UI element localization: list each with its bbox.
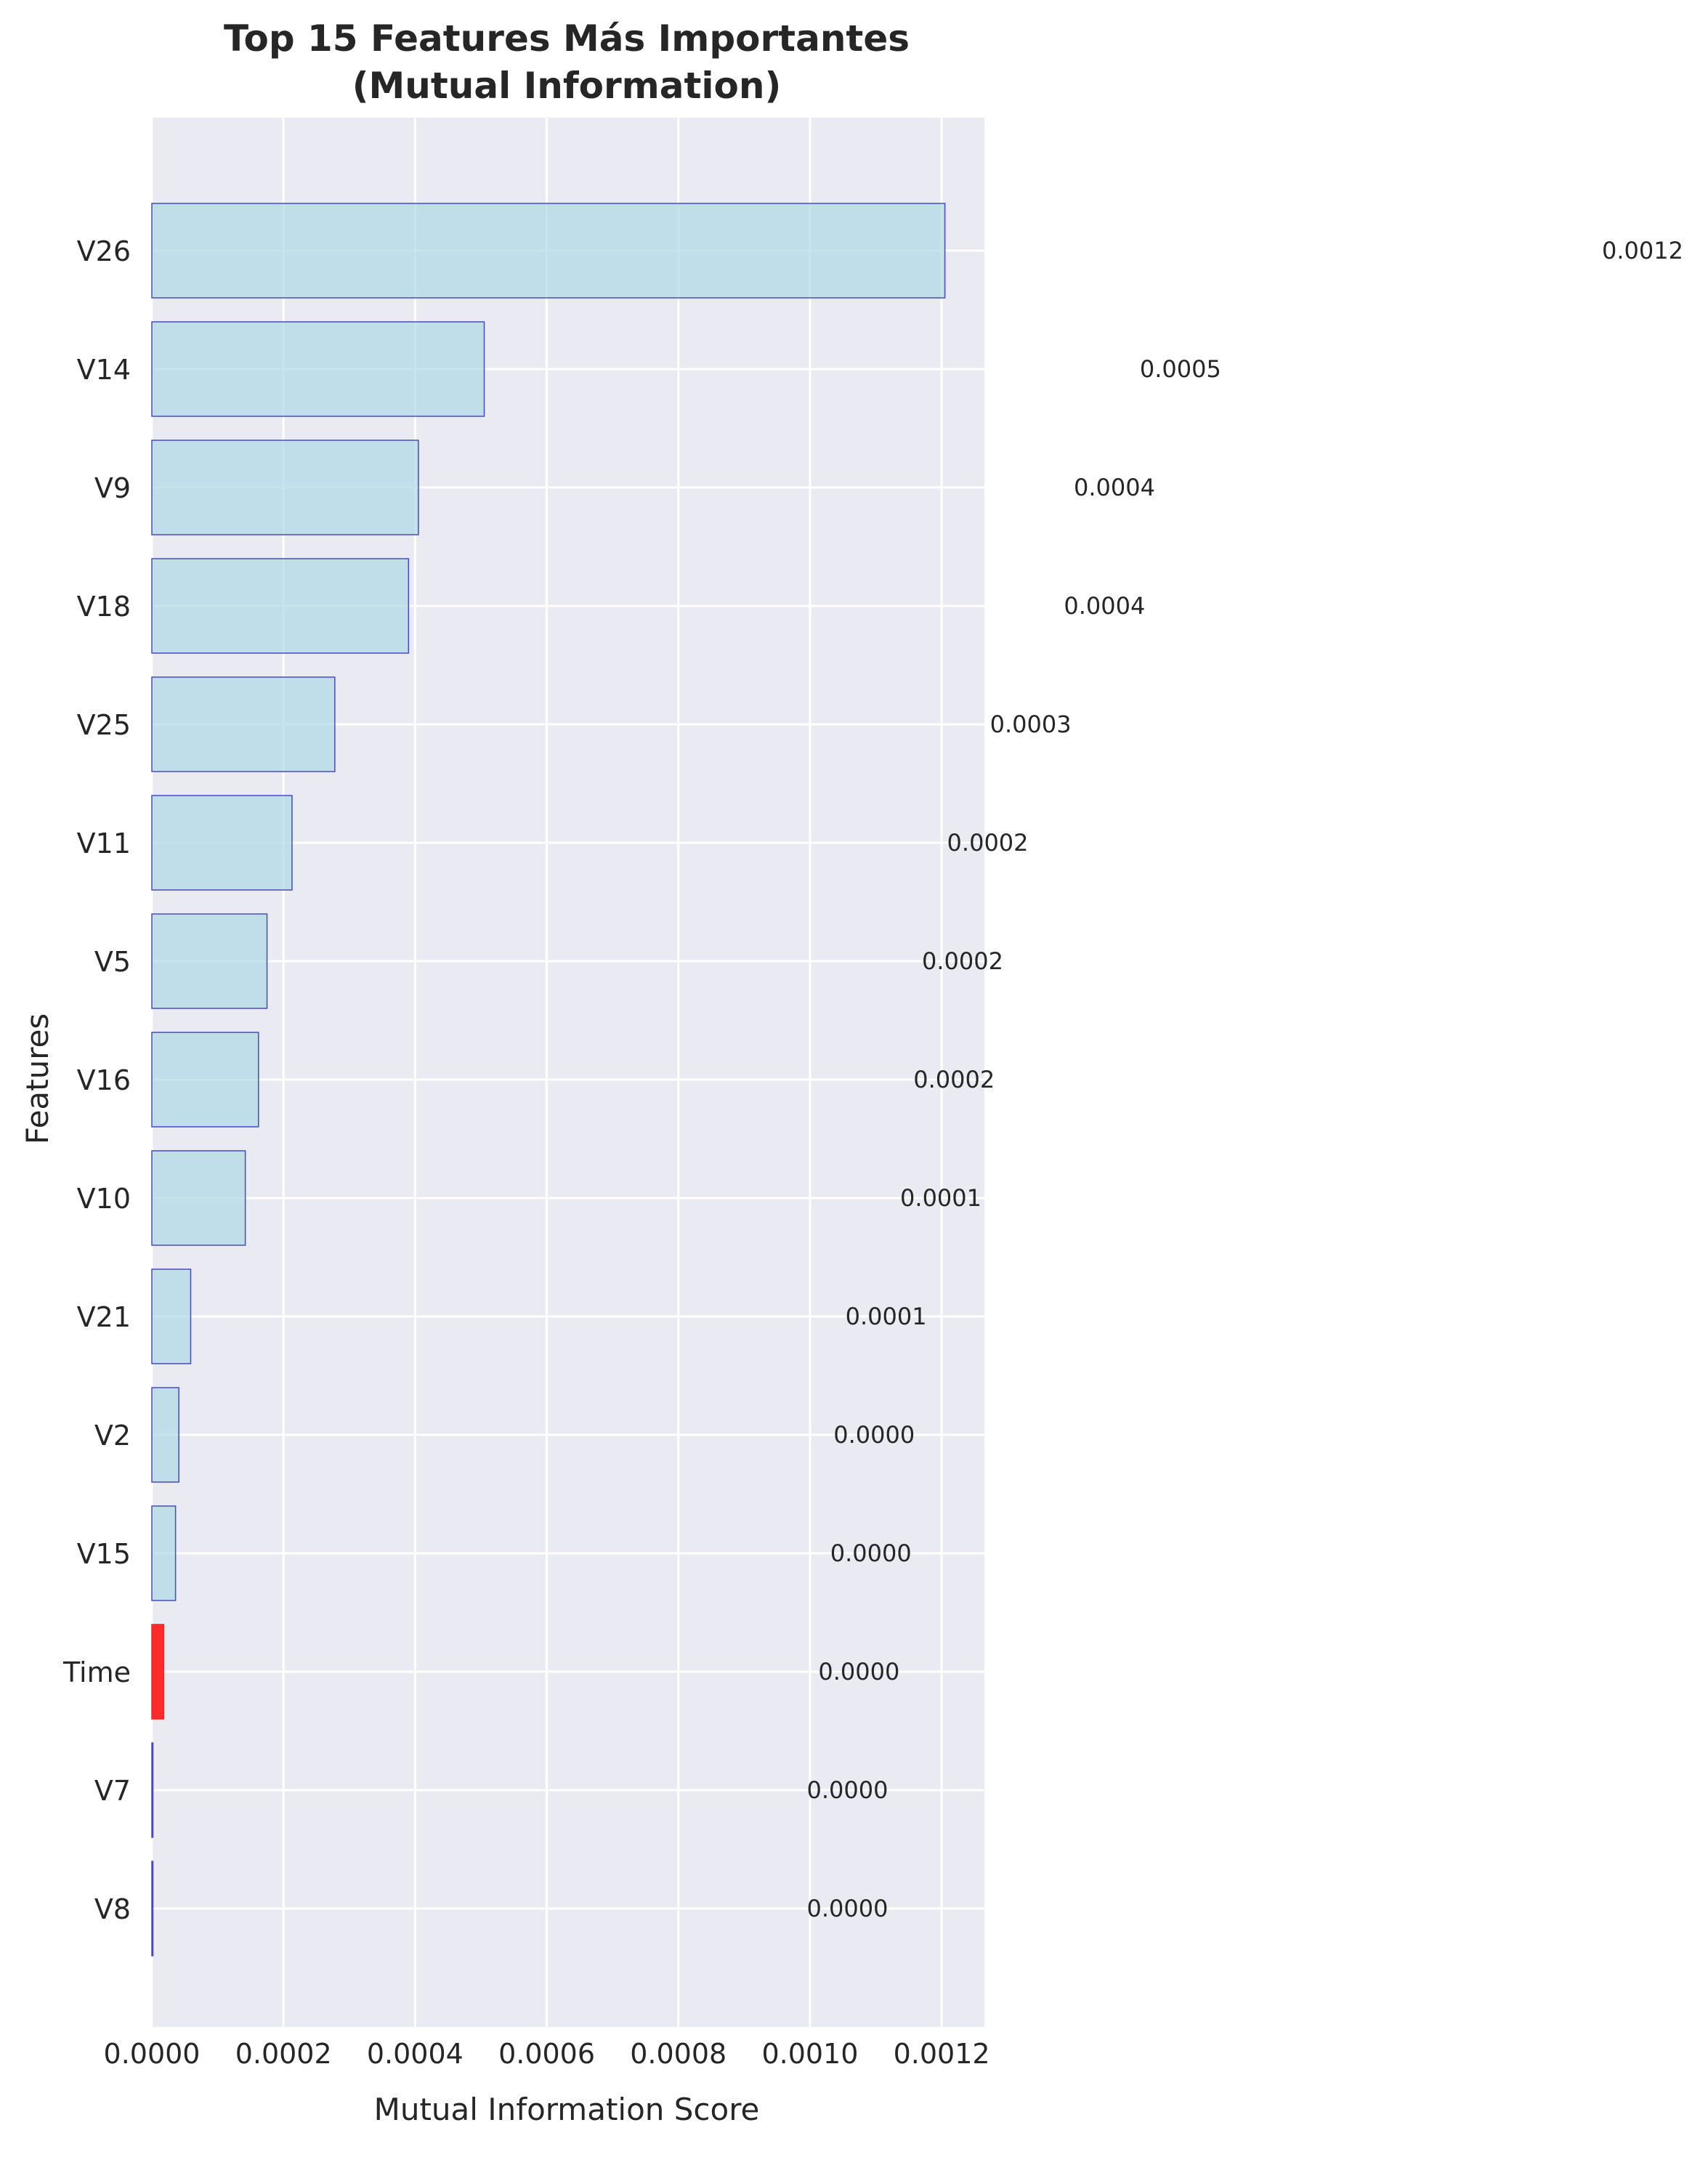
data-label-v7: 0.0000 (806, 1776, 888, 1804)
y-tick-label-v10: V10 (77, 1183, 131, 1215)
x-tick-label: 0.0002 (235, 2038, 332, 2070)
y-axis-label: Features (20, 1013, 55, 1145)
y-tick-label-v18: V18 (77, 591, 131, 623)
x-tick-label: 0.0000 (104, 2038, 201, 2070)
data-label-v25: 0.0003 (990, 711, 1072, 738)
bar-v25 (151, 676, 336, 772)
y-tick-label-v26: V26 (77, 235, 131, 267)
x-tick-labels: 0.0000 0.0002 0.0004 0.0006 0.0008 0.0010 0.00… (104, 2038, 990, 2070)
bar-v10 (151, 1150, 246, 1246)
y-tick-label-v9: V9 (94, 472, 131, 504)
x-tick-label: 0.0010 (761, 2038, 858, 2070)
bar-v21 (151, 1268, 192, 1364)
x-tick-label: 0.0012 (894, 2038, 990, 2070)
y-tick-labels: V26 V14 V9 V18 V25 V11 V5 V16 V10 V21 V2 V15 Time V7 V… (62, 235, 131, 1925)
y-tick-label-v15: V15 (77, 1538, 131, 1570)
y-tick-label-v5: V5 (94, 946, 131, 978)
data-label-time: 0.0000 (818, 1658, 899, 1685)
data-label-v11: 0.0002 (947, 829, 1029, 857)
y-tick-label-v21: V21 (77, 1301, 131, 1333)
y-tick-label-v2: V2 (94, 1420, 131, 1452)
data-label-v2: 0.0000 (833, 1421, 915, 1449)
bar-v11 (151, 795, 293, 891)
data-label-v8: 0.0000 (806, 1895, 888, 1922)
data-label-v18: 0.0004 (1064, 592, 1145, 620)
x-axis-label: Mutual Information Score (374, 2092, 760, 2127)
chart-title: Top 15 Features Más Importantes (224, 17, 910, 60)
y-tick-label-v8: V8 (94, 1893, 131, 1925)
bar-v5 (151, 913, 268, 1009)
x-tick-label: 0.0006 (498, 2038, 595, 2070)
data-label-v15: 0.0000 (830, 1539, 912, 1567)
plot-background (152, 118, 984, 2027)
bar-v9 (151, 440, 419, 535)
bar-v18 (151, 558, 410, 654)
x-tick-label: 0.0008 (630, 2038, 726, 2070)
bar-v16 (151, 1032, 259, 1128)
y-tick-label-v16: V16 (77, 1064, 131, 1096)
y-tick-label-v25: V25 (77, 709, 131, 741)
y-tick-label-v14: V14 (77, 354, 131, 386)
data-label-v10: 0.0001 (900, 1184, 982, 1212)
data-label-v9: 0.0004 (1074, 474, 1155, 501)
data-label-v5: 0.0002 (922, 947, 1003, 975)
bar-v7 (151, 1742, 154, 1838)
bar-v14 (151, 321, 485, 417)
data-label-v14: 0.0005 (1140, 355, 1221, 383)
bars (151, 203, 946, 1956)
data-label-v26: 0.0012 (1602, 237, 1683, 264)
data-label-v21: 0.0001 (846, 1303, 927, 1330)
data-label-v16: 0.0002 (913, 1066, 995, 1093)
chart-subtitle: (Mutual Information) (352, 65, 782, 107)
bar-v26 (151, 203, 946, 299)
y-tick-label-v7: V7 (94, 1775, 131, 1807)
y-tick-label-v11: V11 (77, 827, 131, 859)
x-tick-label: 0.0004 (367, 2038, 464, 2070)
bar-time (151, 1624, 165, 1720)
bar-v15 (151, 1505, 177, 1601)
bar-v2 (151, 1387, 179, 1483)
data-labels: 0.0012 0.0005 0.0004 0.0004 0.0003 0.0002 0.00… (806, 237, 1683, 1922)
bar-v8 (151, 1861, 154, 1956)
y-tick-label-time: Time (62, 1656, 131, 1688)
